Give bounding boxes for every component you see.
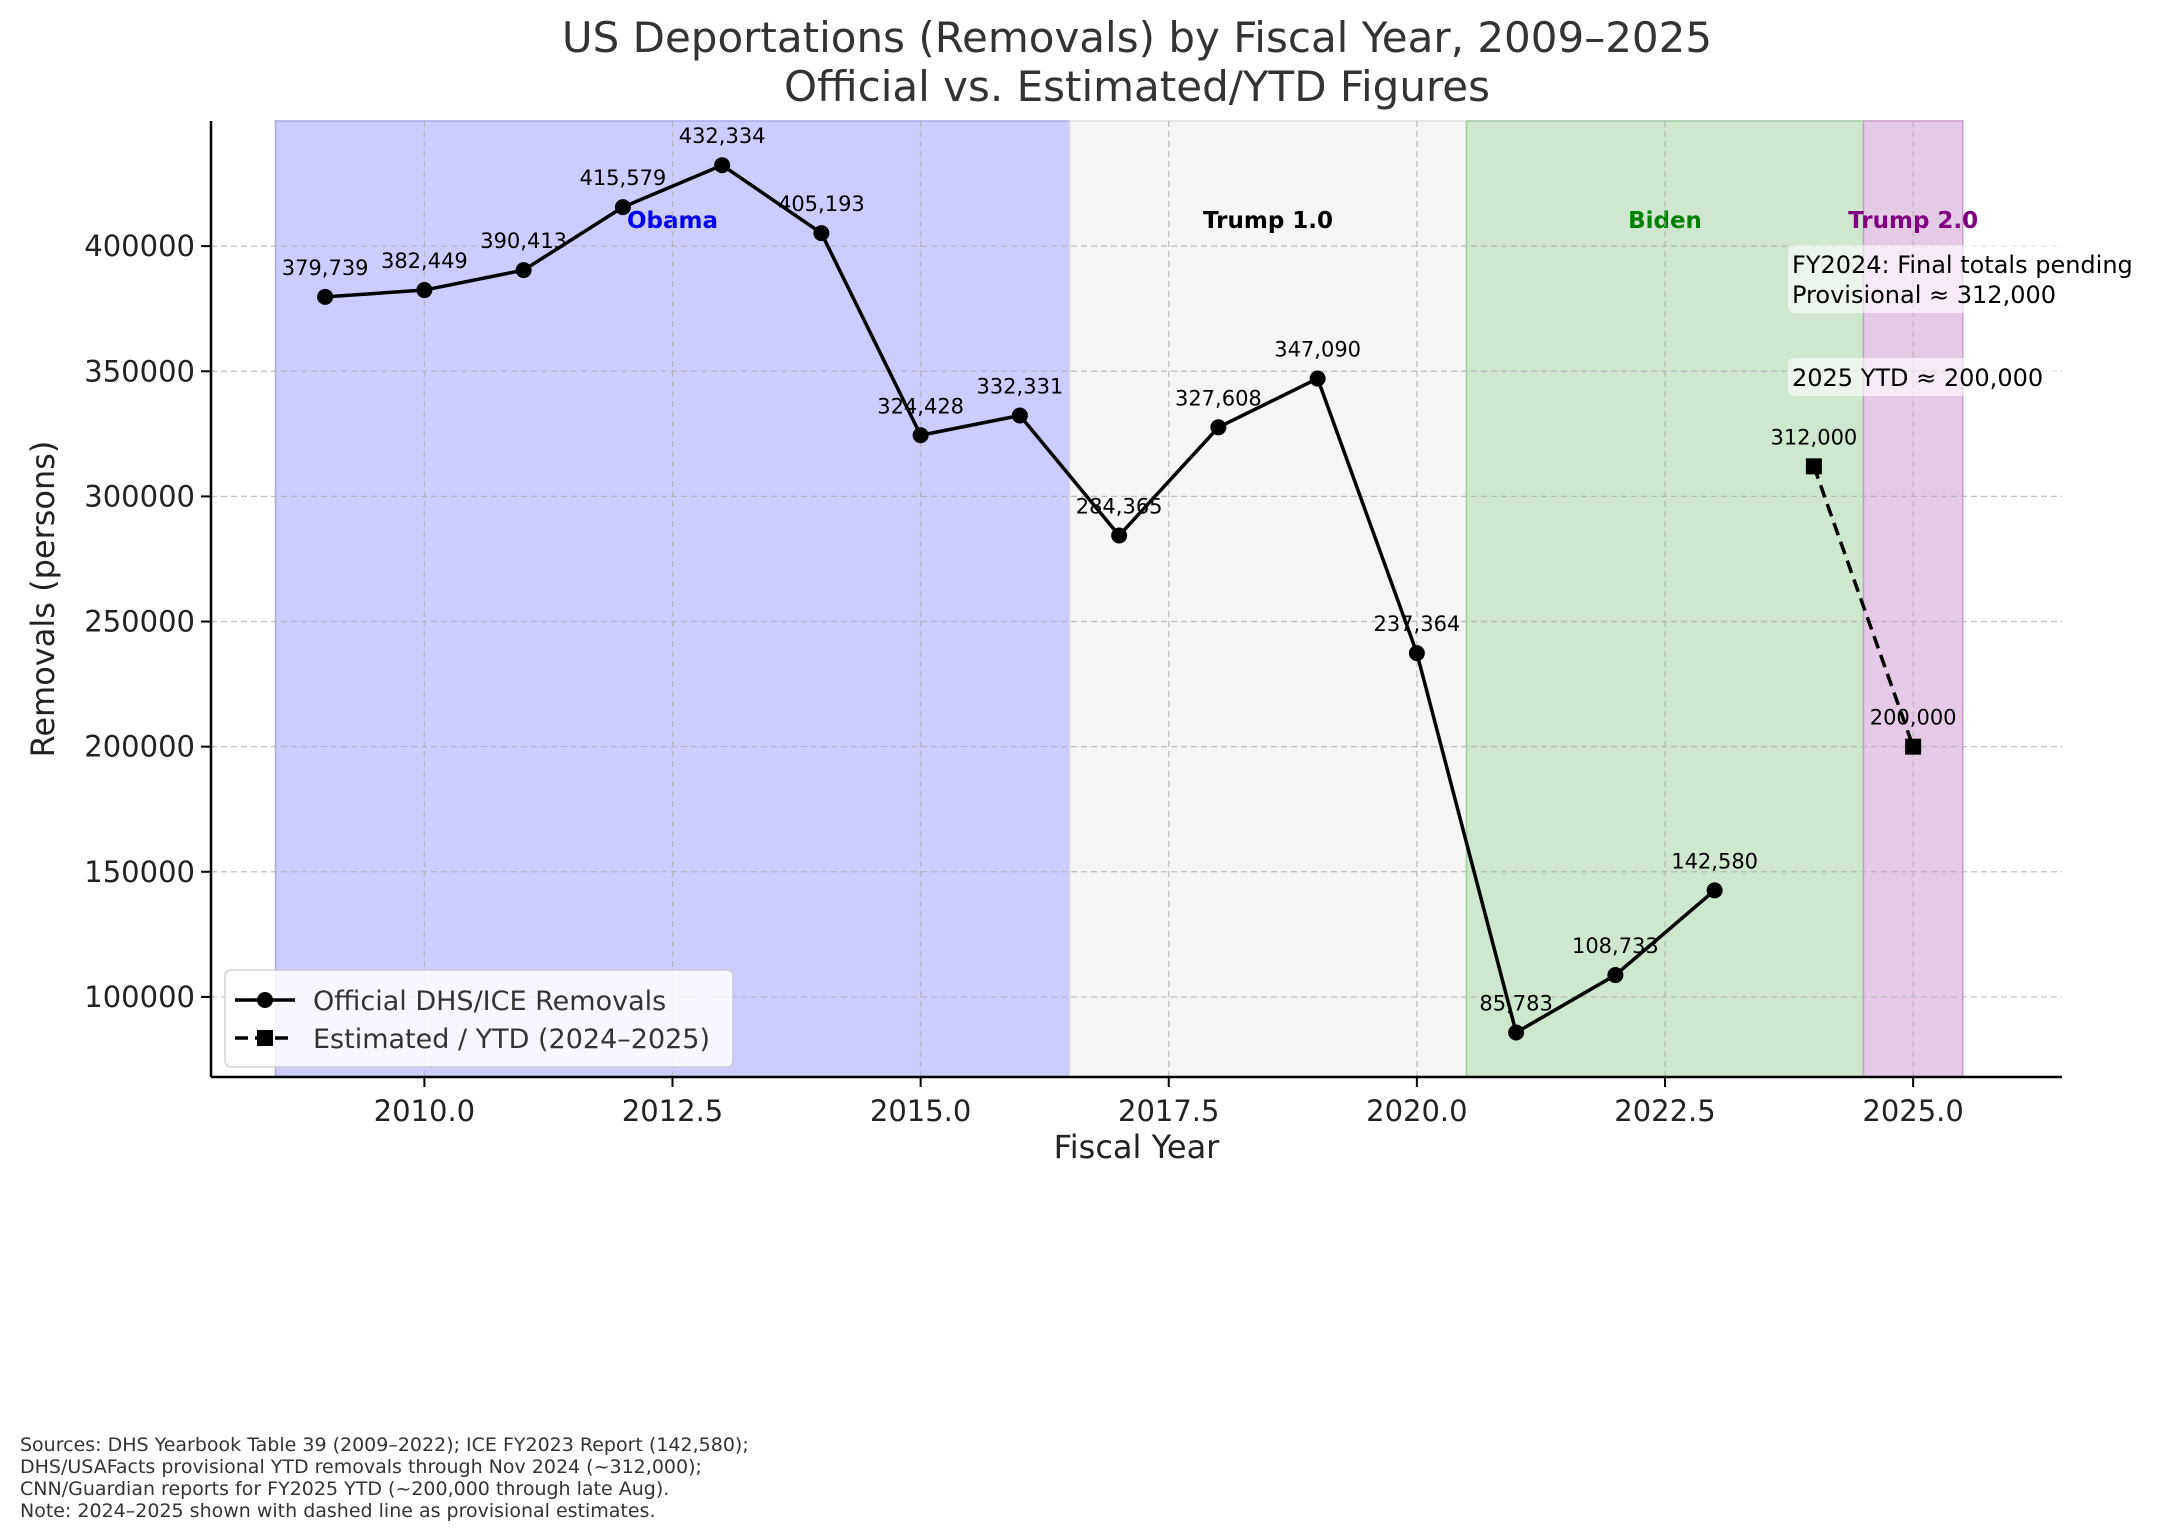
data-point [1508, 1024, 1525, 1041]
y-tick-label: 150000 [84, 855, 195, 889]
data-label: 432,334 [679, 124, 766, 148]
era-bands: Obama Trump 1.0 Biden Trump 2.0 [274, 120, 1978, 1078]
data-label: 327,608 [1175, 386, 1262, 410]
series-line-estimated [1812, 465, 1915, 748]
era-band-trump-1-0 [1068, 120, 1468, 1078]
data-point [912, 427, 929, 444]
x-tick-label: 2017.5 [1118, 1094, 1219, 1128]
sources-line-2: DHS/USAFacts provisional YTD removals th… [20, 1456, 702, 1478]
grid-lines [211, 121, 2062, 1077]
x-tick-label: 2020.0 [1366, 1094, 1467, 1128]
data-label: 405,193 [778, 192, 865, 216]
data-label: 108,733 [1572, 934, 1659, 958]
era-band-obama [274, 120, 1071, 1078]
data-point [714, 157, 731, 174]
legend-box [224, 969, 734, 1068]
annotation-line: 2025 YTD ≈ 200,000 [1792, 364, 2043, 392]
y-tick-label: 200000 [84, 730, 195, 764]
annotation-box [1788, 358, 2058, 396]
legend-label-estimated: Estimated / YTD (2024–2025) [313, 1024, 710, 1055]
data-point [416, 282, 433, 299]
y-axis-label: Removals (persons) [24, 441, 62, 758]
legend: Official DHS/ICE Removals Estimated / YTD… [224, 969, 734, 1068]
chart-title: US Deportations (Removals) by Fiscal Yea… [562, 13, 1712, 111]
sources-line-4: Note: 2024–2025 shown with dashed line a… [20, 1500, 656, 1522]
x-tick-label: 2015.0 [870, 1094, 971, 1128]
data-label: 415,579 [579, 166, 666, 190]
x-tick-label: 2012.5 [622, 1094, 723, 1128]
data-label: 85,783 [1479, 991, 1552, 1015]
sources-line-1: Sources: DHS Yearbook Table 39 (2009–202… [20, 1434, 749, 1456]
data-label: 142,580 [1671, 849, 1758, 873]
data-labels: 379,739 382,449 390,413 415,579 432,334 405,1… [282, 124, 1957, 1015]
data-point [1408, 645, 1425, 662]
data-label: 347,090 [1274, 338, 1361, 362]
x-tick-label: 2022.5 [1614, 1094, 1715, 1128]
data-point [1210, 419, 1227, 436]
annotation-box [1788, 245, 2154, 313]
annotation-line: FY2024: Final totals pending [1792, 251, 2133, 279]
data-point-square [1905, 738, 1922, 755]
data-point [1111, 527, 1128, 544]
data-point [515, 262, 532, 279]
legend-marker-square [257, 1030, 273, 1046]
data-label: 382,449 [381, 249, 468, 273]
data-point [1309, 370, 1326, 387]
data-point [1607, 967, 1624, 984]
legend-marker-circle [257, 992, 273, 1008]
era-label: Trump 1.0 [1203, 208, 1333, 234]
y-tick-label: 400000 [84, 229, 195, 263]
annotation-line: Provisional ≈ 312,000 [1792, 281, 2056, 309]
data-point [317, 288, 334, 305]
data-label: 390,413 [480, 229, 567, 253]
data-label: 200,000 [1870, 706, 1957, 730]
y-tick-label: 300000 [84, 479, 195, 513]
x-tick-label: 2010.0 [374, 1094, 475, 1128]
data-label: 379,739 [282, 256, 369, 280]
x-tick-label: 2025.0 [1862, 1094, 1963, 1128]
sources-note: Sources: DHS Yearbook Table 39 (2009–202… [20, 1434, 1120, 1522]
chart-title-line: Official vs. Estimated/YTD Figures [784, 62, 1490, 111]
annotations: FY2024: Final totals pendingProvisional … [1788, 245, 2154, 396]
data-label: 324,428 [877, 394, 964, 418]
sources-line-3: CNN/Guardian reports for FY2025 YTD (~20… [20, 1478, 670, 1500]
data-series [317, 157, 1922, 1041]
data-label: 284,365 [1076, 495, 1163, 519]
data-point [813, 225, 830, 242]
axes: 2010.0 2012.5 2015.0 2017.5 2020.0 2022.5 2025… [24, 121, 2062, 1166]
x-axis-label: Fiscal Year [1054, 1128, 1221, 1166]
data-point-square [1805, 458, 1822, 475]
data-point [1706, 882, 1723, 899]
data-label: 332,331 [976, 374, 1063, 398]
data-point [614, 199, 631, 216]
chart-title-line: US Deportations (Removals) by Fiscal Yea… [562, 13, 1712, 62]
legend-label-official: Official DHS/ICE Removals [313, 986, 666, 1017]
y-tick-label: 100000 [84, 980, 195, 1014]
data-point [1011, 407, 1028, 424]
data-label: 237,364 [1373, 612, 1460, 636]
data-label: 312,000 [1770, 425, 1857, 449]
y-tick-label: 250000 [84, 605, 195, 639]
y-tick-label: 350000 [84, 354, 195, 388]
